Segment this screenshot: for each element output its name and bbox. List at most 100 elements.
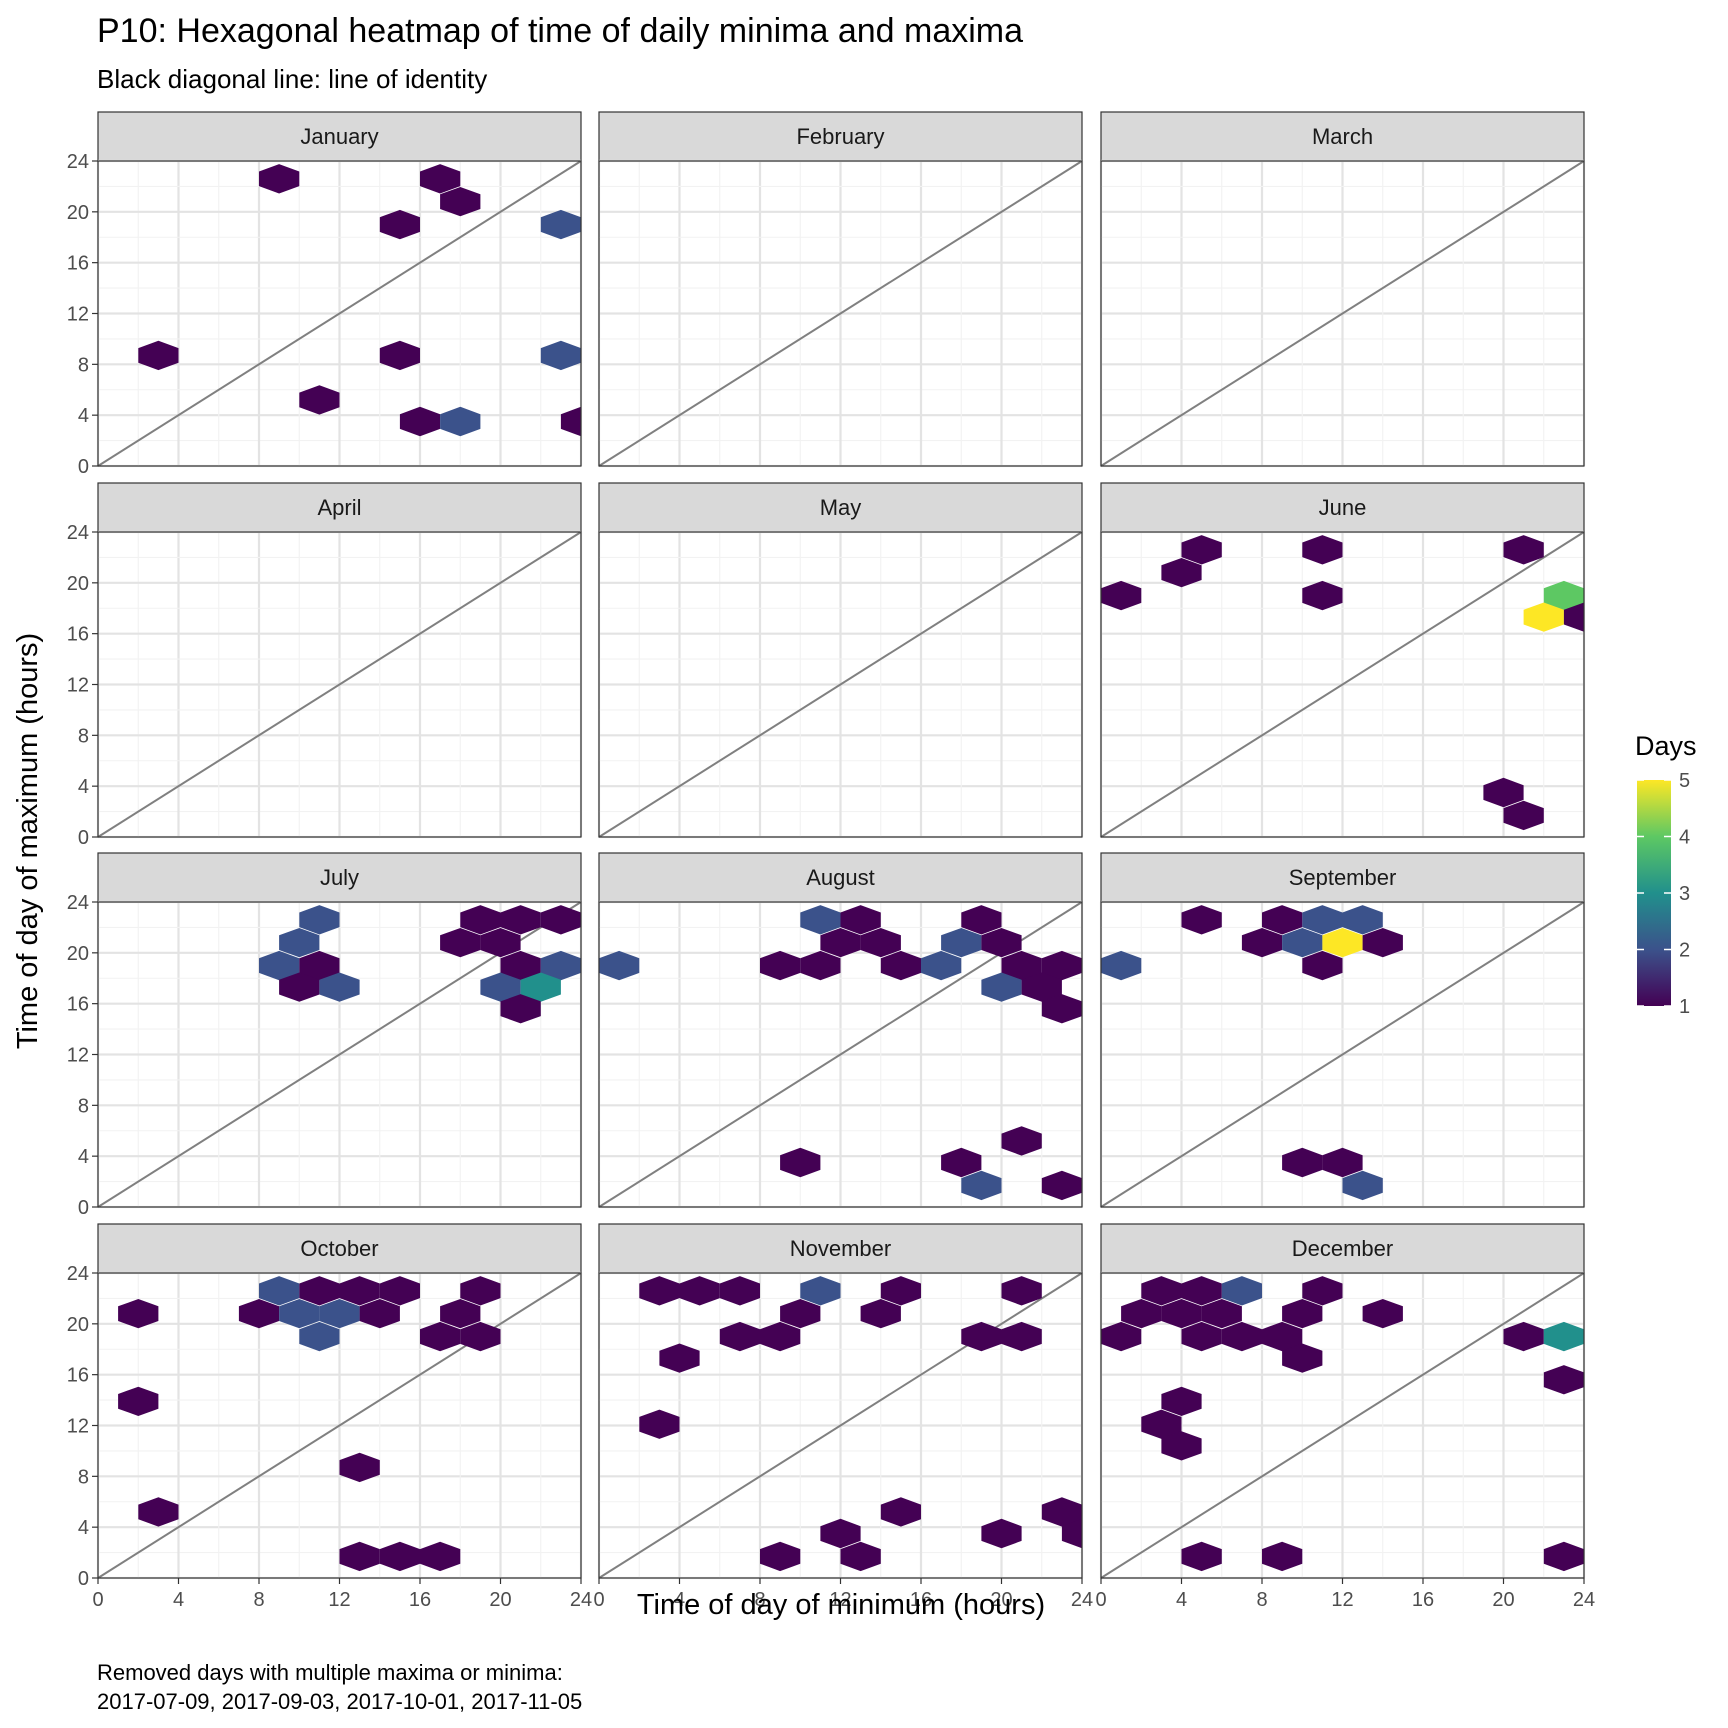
y-tick-label: 24 <box>67 1263 89 1285</box>
hex-bin <box>1181 1321 1222 1352</box>
strip-october <box>97 1223 582 1274</box>
hex-bin <box>1181 905 1222 935</box>
hex-bin <box>860 1299 901 1329</box>
strip-july <box>97 852 582 903</box>
identity-line-june <box>1100 531 1585 838</box>
strip-june <box>1100 482 1585 533</box>
y-tick-label: 0 <box>78 1568 89 1590</box>
hex-bin <box>1001 950 1042 981</box>
hex-bin <box>319 1299 360 1329</box>
hex-bin <box>1262 1321 1303 1352</box>
hex-bin <box>440 406 481 437</box>
hexes-november <box>639 1276 1082 1572</box>
hexes-january <box>138 164 581 437</box>
y-tick-label: 20 <box>67 1314 89 1336</box>
strip-label-march: March <box>1312 124 1373 149</box>
strip-label-january: January <box>300 124 378 149</box>
hex-bin <box>800 905 841 935</box>
y-tick-label: 24 <box>67 892 89 914</box>
hex-bin <box>1262 905 1303 935</box>
hex-bin <box>460 905 501 935</box>
hex-bin <box>941 1147 982 1178</box>
strip-may <box>598 482 1083 533</box>
hex-bin <box>880 1497 921 1527</box>
strip-label-december: December <box>1292 1236 1393 1261</box>
x-tick-label: 24 <box>570 1589 592 1611</box>
legend-tick-label: 3 <box>1679 883 1690 905</box>
hex-bin <box>1181 1541 1222 1572</box>
y-tick-label: 0 <box>78 1197 89 1219</box>
hex-bin <box>840 905 881 935</box>
hex-bin <box>1563 602 1584 632</box>
legend-tick-label: 2 <box>1679 940 1690 962</box>
hex-bin <box>379 209 420 240</box>
hex-bin <box>238 1299 280 1329</box>
y-tick-label: 12 <box>67 304 89 326</box>
x-tick-label: 12 <box>1331 1589 1353 1611</box>
hex-bin <box>780 1147 821 1178</box>
y-tick-label: 8 <box>78 725 89 747</box>
x-tick-label: 4 <box>674 1589 685 1611</box>
y-tick-label: 12 <box>67 1416 89 1438</box>
hex-bin <box>1181 535 1222 565</box>
y-tick-label: 4 <box>78 776 89 798</box>
hex-bin <box>679 1276 720 1306</box>
strip-label-september: September <box>1289 865 1397 890</box>
hex-bin <box>339 1452 380 1483</box>
hex-bin <box>540 340 581 371</box>
hex-bin <box>1543 1541 1584 1572</box>
hex-bin <box>299 905 340 935</box>
panel-august: August <box>597 852 1084 1209</box>
legend-tick-label: 5 <box>1679 770 1690 792</box>
y-tick-label: 12 <box>67 675 89 697</box>
hex-bin <box>719 1321 760 1352</box>
hex-bin <box>299 1276 340 1306</box>
hex-bin <box>1282 1147 1323 1178</box>
hex-bin <box>1302 950 1343 981</box>
panel-border-february <box>598 160 1083 467</box>
hex-bin <box>1001 1321 1042 1352</box>
hex-bin <box>921 950 962 981</box>
hex-bin <box>540 950 581 981</box>
hex-bin <box>860 928 901 958</box>
hex-bin <box>339 1541 380 1572</box>
panel-border-august <box>598 901 1083 1208</box>
hex-bin <box>1161 558 1202 588</box>
hex-bin <box>1041 994 1082 1024</box>
hex-bin <box>1543 1321 1584 1352</box>
hex-bin <box>379 1276 420 1306</box>
strip-label-april: April <box>317 495 361 520</box>
strip-april <box>97 482 582 533</box>
hexes-december <box>1101 1276 1584 1572</box>
x-tick-label: 12 <box>328 1589 350 1611</box>
strip-february <box>598 111 1083 162</box>
hex-bin <box>279 1299 320 1329</box>
hex-bin <box>961 905 1002 935</box>
y-tick-label: 24 <box>67 522 89 544</box>
identity-line-april <box>97 531 582 838</box>
hex-bin <box>1161 1386 1202 1416</box>
hex-bin <box>1262 1541 1303 1572</box>
identity-line-february <box>598 160 1083 467</box>
hex-bin <box>941 928 982 958</box>
hex-bin <box>1362 1299 1403 1329</box>
hex-bin <box>1342 905 1383 935</box>
hex-bin <box>440 1299 481 1329</box>
panel-january: January 0 4 8 12 16 20 24 <box>67 111 583 478</box>
y-tick-label: 8 <box>78 354 89 376</box>
hex-bin <box>1041 950 1082 981</box>
y-tick-label: 20 <box>67 202 89 224</box>
hex-bin <box>1543 580 1584 611</box>
hex-bin <box>961 1321 1002 1352</box>
hex-bin <box>800 950 841 981</box>
x-tick-label: 0 <box>1095 1589 1106 1611</box>
hex-bin <box>480 972 521 1002</box>
hex-bin <box>379 340 420 371</box>
hex-bin <box>359 1299 400 1329</box>
x-axis-title: Time of day of minimum (hours) <box>637 1589 1045 1621</box>
hex-bin <box>820 928 861 958</box>
hex-bin <box>379 1541 420 1572</box>
hex-bin <box>420 1541 461 1572</box>
hex-bin <box>1041 1497 1082 1527</box>
hex-bin <box>1141 1409 1182 1439</box>
